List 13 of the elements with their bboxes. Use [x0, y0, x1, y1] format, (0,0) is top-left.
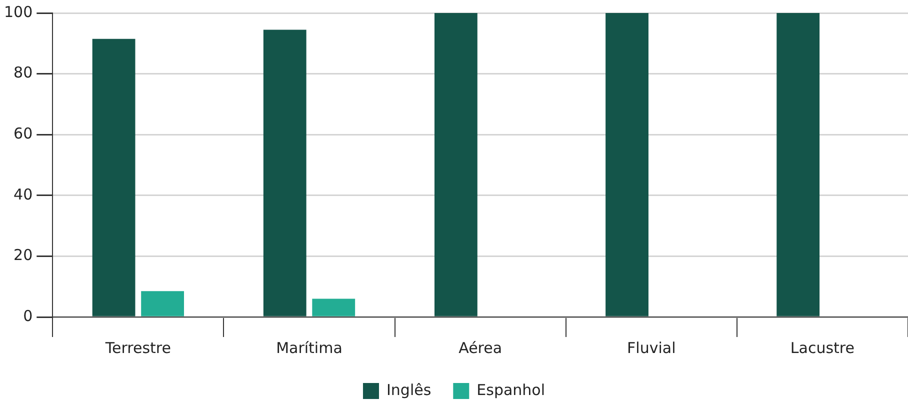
y-tick-label: 40 — [14, 185, 33, 204]
x-tick-label: Marítima — [276, 338, 342, 357]
x-tick-label: Lacustre — [790, 338, 854, 357]
x-tick-label: Terrestre — [104, 338, 171, 357]
x-tick-label: Aérea — [458, 338, 502, 357]
y-tick-label: 80 — [14, 64, 33, 82]
y-tick-label: 100 — [4, 2, 33, 21]
legend-label: Espanhol — [476, 380, 546, 399]
y-tick-label: 60 — [14, 124, 33, 142]
y-tick-label: 0 — [23, 306, 33, 325]
y-tick-label: 20 — [14, 246, 33, 264]
x-tick-label: Fluvial — [627, 338, 676, 357]
legend-label: Inglês — [386, 380, 432, 399]
